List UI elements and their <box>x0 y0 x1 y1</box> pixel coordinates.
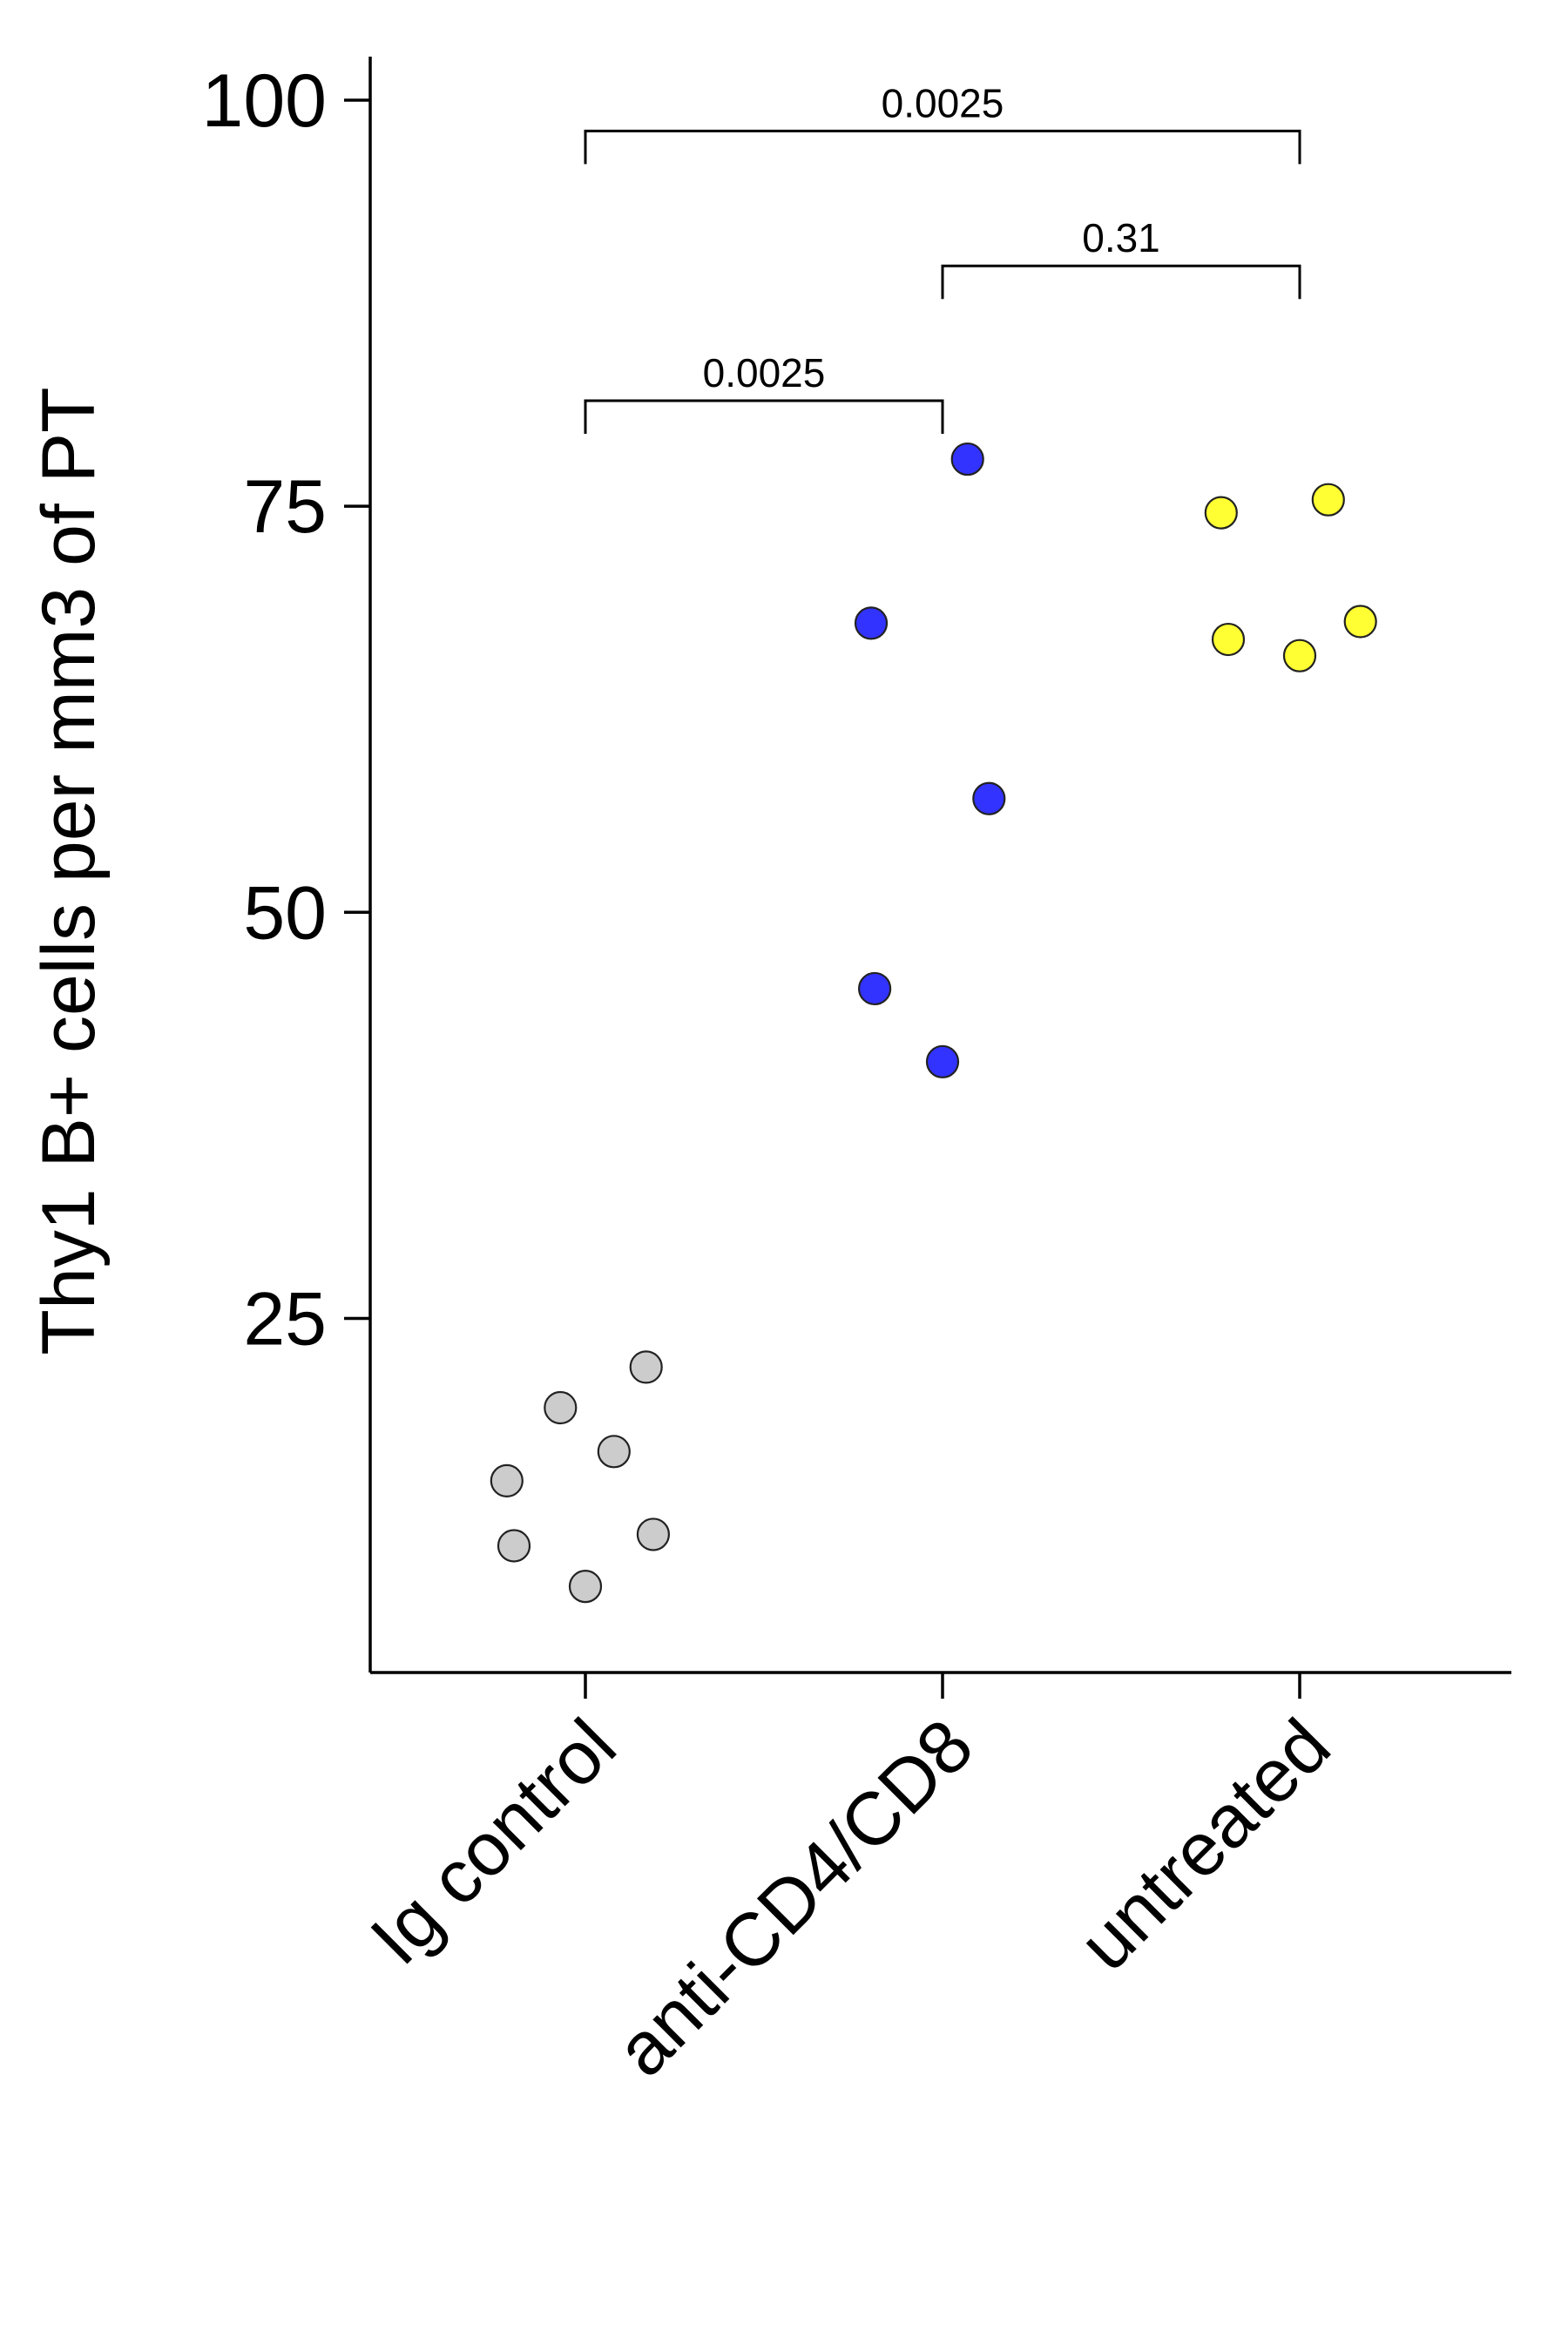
data-point <box>636 1517 671 1551</box>
significance-brackets: 0.0025 0.31 0.0025 <box>584 80 1301 434</box>
y-tick-label: 25 <box>243 1277 327 1361</box>
data-point <box>490 1463 524 1497</box>
p-value-label: 0.0025 <box>703 350 826 395</box>
y-axis-title: Thy1 B+ cells per mm3 of PT <box>27 387 111 1355</box>
data-point <box>597 1435 631 1469</box>
x-tick-label: anti-CD4/CD8 <box>600 1704 989 2092</box>
significance-bracket <box>584 399 944 434</box>
x-tick-label: untreated <box>1064 1704 1347 1987</box>
data-points <box>490 442 1377 1604</box>
significance-bracket <box>584 129 1301 165</box>
data-point <box>1343 605 1377 639</box>
data-point <box>629 1350 663 1384</box>
x-tick-label: Ig control <box>355 1704 632 1981</box>
data-point <box>544 1390 578 1425</box>
y-tick-label: 75 <box>243 465 327 549</box>
data-point <box>925 1044 960 1078</box>
data-point <box>497 1529 531 1563</box>
significance-bracket <box>941 264 1301 300</box>
data-point <box>568 1569 603 1604</box>
data-point <box>854 606 889 640</box>
p-value-label: 0.31 <box>1082 215 1160 260</box>
data-point <box>1211 622 1246 657</box>
data-point <box>1282 639 1317 672</box>
p-value-label: 0.0025 <box>882 80 1004 125</box>
data-point <box>1204 496 1238 530</box>
data-point <box>972 781 1006 815</box>
data-point <box>1311 483 1345 517</box>
data-point <box>857 971 892 1006</box>
data-point <box>950 442 984 476</box>
y-tick-label: 100 <box>202 59 328 143</box>
y-tick-label: 50 <box>243 871 327 955</box>
